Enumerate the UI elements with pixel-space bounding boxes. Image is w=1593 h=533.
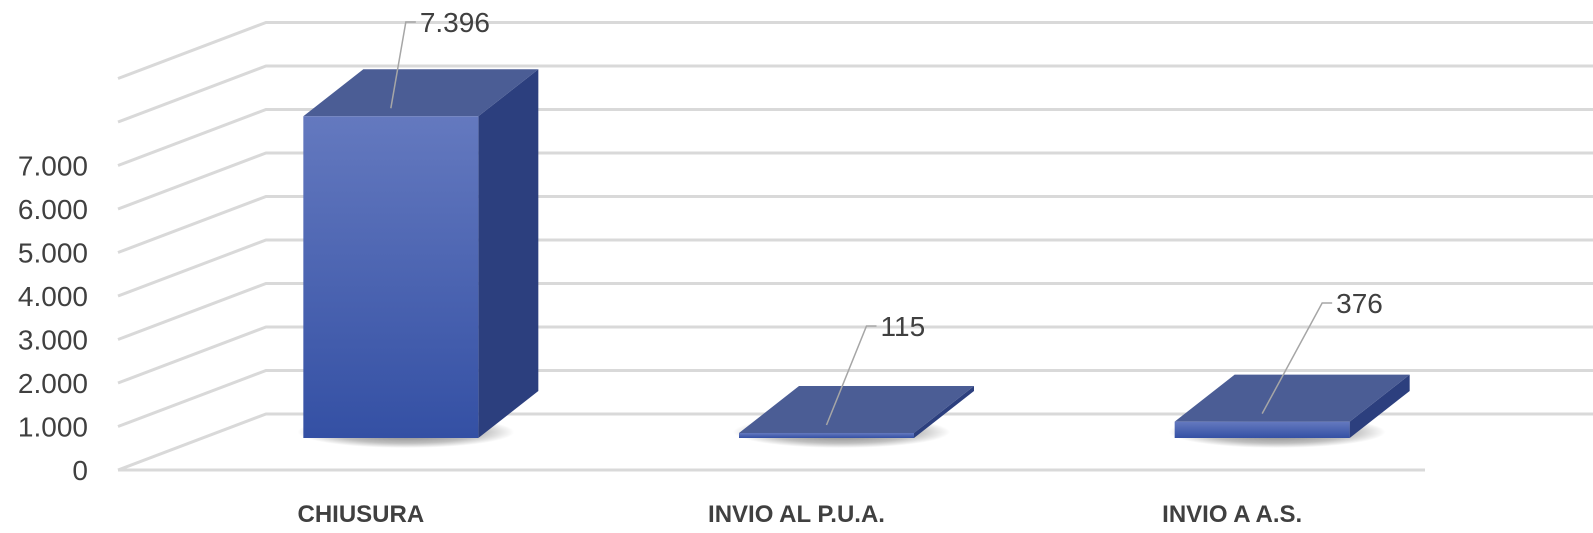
bar-front-face bbox=[1174, 421, 1350, 438]
bar bbox=[1168, 374, 1410, 448]
y-tick-label: 6.000 bbox=[18, 194, 88, 225]
bar-top-face bbox=[739, 385, 974, 433]
y-tick-label: 2.000 bbox=[18, 368, 88, 399]
gridline bbox=[117, 412, 1593, 472]
data-labels: 7.396 115 376 bbox=[390, 7, 1383, 426]
data-label: 376 bbox=[1336, 288, 1383, 319]
bars-layer bbox=[297, 69, 1410, 448]
gridline bbox=[117, 282, 1593, 341]
data-label-leader bbox=[825, 325, 877, 426]
bar bbox=[297, 69, 539, 448]
bar-top-face bbox=[1174, 374, 1410, 422]
gridline bbox=[117, 151, 1593, 211]
y-tick-label: 5.000 bbox=[18, 238, 88, 269]
data-label: 115 bbox=[881, 311, 926, 342]
grid-layer bbox=[117, 21, 1593, 472]
gridline bbox=[117, 369, 1593, 428]
gridline bbox=[117, 64, 1593, 124]
gridline bbox=[117, 195, 1593, 254]
bar bbox=[733, 385, 974, 448]
bar-side-face bbox=[914, 385, 974, 438]
data-label: 7.396 bbox=[420, 7, 490, 38]
category-label: INVIO AL P.U.A. bbox=[708, 501, 885, 528]
bar-top-face bbox=[303, 69, 539, 117]
bar-side-face bbox=[1349, 374, 1410, 438]
gridline bbox=[117, 108, 1593, 167]
y-tick-label: 4.000 bbox=[18, 281, 88, 312]
category-labels: CHIUSURA INVIO AL P.U.A. INVIO A A.S. bbox=[297, 501, 1302, 528]
gridline bbox=[117, 325, 1593, 385]
gridline bbox=[117, 21, 1593, 80]
y-axis-tick-labels: 0 1.000 2.000 3.000 4.000 5.000 6.000 7.000 bbox=[18, 151, 88, 487]
y-tick-label: 3.000 bbox=[18, 325, 88, 356]
y-tick-label: 1.000 bbox=[18, 412, 88, 443]
bar-side-face bbox=[478, 69, 539, 439]
data-label-leader bbox=[1261, 302, 1333, 415]
bar-front-face bbox=[303, 116, 479, 439]
data-label-leader bbox=[390, 21, 416, 109]
category-label: CHIUSURA bbox=[297, 501, 424, 528]
category-label: INVIO A A.S. bbox=[1162, 501, 1302, 528]
y-tick-label: 0 bbox=[72, 455, 88, 486]
gridline bbox=[117, 238, 1593, 298]
bar-front-face bbox=[739, 432, 914, 438]
y-tick-label: 7.000 bbox=[18, 151, 88, 182]
